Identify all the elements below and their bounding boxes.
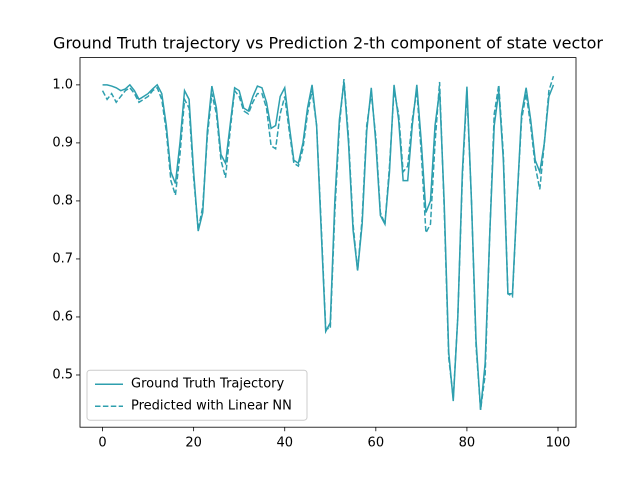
y-tick-label: 0.9 (52, 135, 73, 150)
y-tick-label: 0.7 (52, 251, 73, 266)
legend-label: Predicted with Linear NN (131, 399, 292, 414)
x-tick-label: 60 (368, 436, 385, 451)
series-line (101, 75, 555, 410)
x-tick-label: 40 (276, 436, 293, 451)
y-tick-label: 0.8 (52, 193, 73, 208)
x-tick-label: 100 (546, 436, 571, 451)
chart-title: Ground Truth trajectory vs Prediction 2-… (53, 34, 603, 53)
series-line (102, 81, 555, 410)
x-tick-label: 20 (185, 436, 202, 451)
plot-frame (79, 57, 577, 428)
y-tick-label: 1.0 (52, 77, 73, 92)
legend-box (86, 369, 308, 421)
legend-label: Ground Truth Trajectory (131, 377, 285, 392)
y-tick-label: 0.5 (52, 367, 73, 382)
x-tick-label: 0 (98, 436, 106, 451)
y-tick-label: 0.6 (52, 309, 73, 324)
x-tick-label: 80 (459, 436, 476, 451)
